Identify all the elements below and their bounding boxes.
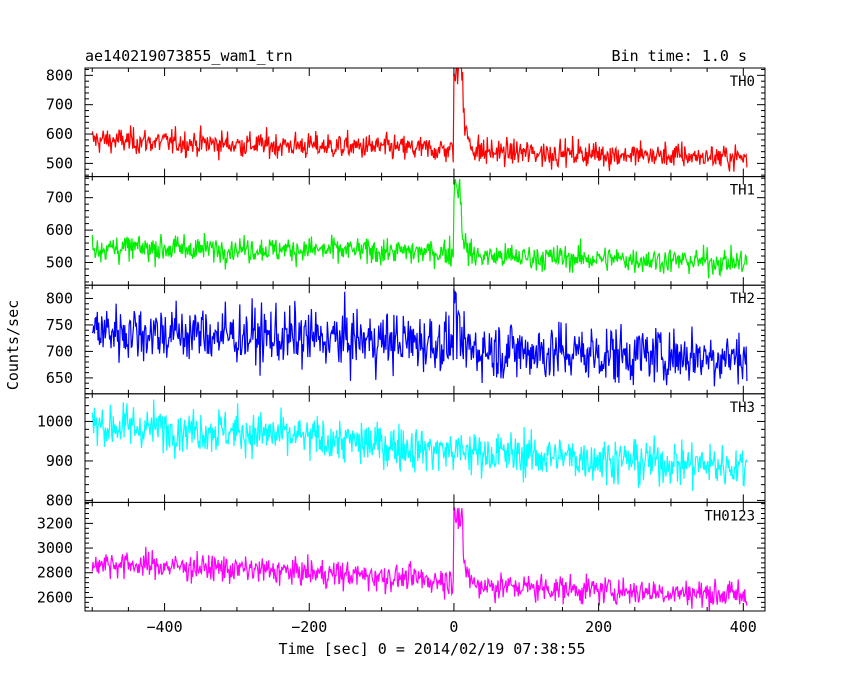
bin-time-label: Bin time: 1.0 s	[612, 47, 747, 65]
series-line-th0123	[91, 507, 748, 611]
y-tick-label: 700	[46, 189, 73, 207]
y-tick-label: 800	[46, 491, 73, 509]
y-tick-label: 600	[46, 221, 73, 239]
y-tick-label: 600	[46, 125, 73, 143]
y-tick-label: 3200	[37, 514, 73, 532]
y-tick-label: 650	[46, 369, 73, 387]
y-tick-label: 750	[46, 316, 73, 334]
series-line-th2	[91, 288, 748, 387]
x-tick-label: 400	[730, 618, 757, 636]
y-tick-label: 700	[46, 96, 73, 114]
panel-label-th0: TH0	[730, 74, 755, 90]
panel-label-th1: TH1	[730, 183, 755, 199]
y-tick-label: 800	[46, 289, 73, 307]
y-tick-label: 2800	[37, 564, 73, 582]
series-line-th0	[91, 68, 748, 172]
panel-label-th3: TH3	[730, 400, 755, 416]
y-tick-label: 1000	[37, 412, 73, 430]
panel-th3: 800 900 1000 TH3	[37, 393, 766, 509]
panel-th2: 650 700 750 800 TH2	[46, 284, 766, 395]
panel-th0123: 2600 2800 3000 3200 TH0123	[37, 501, 766, 612]
panel-label-th0123: TH0123	[704, 508, 755, 524]
y-tick-label: 500	[46, 154, 73, 172]
panels-group: 500 600 700 800 TH0 500 600 700 TH1 650 700 750 800 T…	[37, 66, 766, 636]
y-tick-label: 500	[46, 254, 73, 272]
panel-th0: 500 600 700 800 TH0	[46, 66, 766, 178]
series-line-th1	[91, 178, 748, 279]
x-tick-label: 0	[449, 618, 458, 636]
panel-th1: 500 600 700 TH1	[46, 176, 766, 286]
panel-label-th2: TH2	[730, 291, 755, 307]
x-tick-label: −200	[291, 618, 327, 636]
y-tick-label: 3000	[37, 539, 73, 557]
x-tick-label: 200	[585, 618, 612, 636]
y-tick-label: 800	[46, 66, 73, 84]
series-line-th3	[91, 399, 748, 491]
y-tick-label: 2600	[37, 588, 73, 606]
panel-frame	[84, 501, 766, 612]
y-axis-label: Counts/sec	[4, 300, 22, 390]
y-tick-label: 900	[46, 452, 73, 470]
y-tick-label: 700	[46, 342, 73, 360]
x-tick-label: −400	[147, 618, 183, 636]
chart-title: ae140219073855_wam1_trn	[85, 47, 293, 65]
x-axis-label: Time [sec] 0 = 2014/02/19 07:38:55	[278, 640, 585, 658]
